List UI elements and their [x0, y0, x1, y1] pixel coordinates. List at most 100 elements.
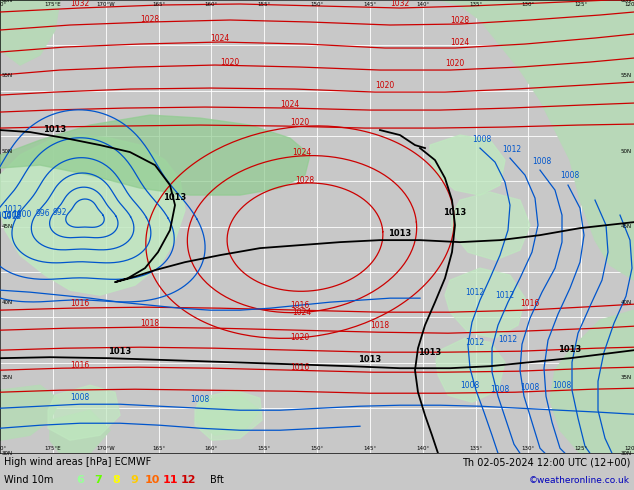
Text: 30N: 30N — [2, 451, 13, 456]
Polygon shape — [0, 385, 60, 440]
Text: 1008: 1008 — [490, 385, 510, 394]
Text: 6: 6 — [76, 475, 84, 485]
Text: 155°: 155° — [257, 2, 271, 7]
Text: 170°W: 170°W — [96, 2, 115, 7]
Text: Bft: Bft — [210, 475, 224, 485]
Text: 1013: 1013 — [108, 347, 132, 356]
Text: 1004: 1004 — [0, 211, 12, 220]
Polygon shape — [0, 115, 310, 195]
Polygon shape — [48, 385, 120, 440]
Polygon shape — [420, 0, 634, 280]
Polygon shape — [436, 338, 505, 402]
Polygon shape — [0, 135, 185, 295]
Text: 155°: 155° — [257, 446, 271, 451]
Text: 1013: 1013 — [559, 345, 581, 354]
Text: 1012: 1012 — [465, 338, 484, 347]
Text: 996: 996 — [36, 209, 51, 218]
Text: 1013: 1013 — [358, 355, 382, 364]
Text: 50N: 50N — [621, 148, 632, 153]
Text: 1016: 1016 — [70, 361, 89, 369]
Polygon shape — [195, 395, 260, 435]
Text: 1024: 1024 — [450, 38, 470, 47]
Text: Wind 10m: Wind 10m — [4, 475, 53, 485]
Text: 1008: 1008 — [2, 211, 22, 220]
Text: 145°: 145° — [363, 446, 377, 451]
Text: 1020: 1020 — [445, 58, 465, 68]
Text: 1012: 1012 — [495, 291, 515, 300]
Text: 1016: 1016 — [70, 299, 89, 308]
Text: 1020: 1020 — [290, 118, 309, 127]
Text: 1028: 1028 — [295, 176, 314, 185]
Text: 135°: 135° — [469, 2, 482, 7]
Text: 130°: 130° — [522, 446, 535, 451]
Polygon shape — [0, 0, 60, 65]
Text: 50N: 50N — [2, 148, 13, 153]
Text: 1024: 1024 — [280, 99, 300, 109]
Polygon shape — [452, 192, 530, 260]
Text: 1013: 1013 — [389, 229, 411, 238]
Text: 40N: 40N — [2, 300, 13, 305]
Text: 1000: 1000 — [13, 210, 32, 219]
Text: 1012: 1012 — [2, 212, 21, 221]
Text: 40N: 40N — [621, 300, 632, 305]
Text: 1028: 1028 — [141, 15, 160, 24]
Text: 1008: 1008 — [460, 381, 480, 390]
Text: 1018: 1018 — [141, 318, 160, 328]
Text: 1012: 1012 — [465, 288, 484, 297]
Polygon shape — [195, 390, 262, 440]
Text: 1008: 1008 — [552, 381, 572, 390]
Text: 1024: 1024 — [210, 33, 230, 43]
Text: 150°: 150° — [311, 2, 323, 7]
Text: 55N: 55N — [2, 73, 13, 78]
Polygon shape — [430, 135, 505, 195]
Text: 140°: 140° — [416, 446, 429, 451]
Text: 45N: 45N — [2, 224, 13, 229]
Text: 12: 12 — [180, 475, 196, 485]
Text: 160°: 160° — [205, 446, 218, 451]
Text: 1008: 1008 — [70, 393, 89, 402]
Text: 120°W: 120°W — [624, 2, 634, 7]
Text: 1028: 1028 — [450, 16, 470, 24]
Text: 1008: 1008 — [472, 135, 491, 144]
Text: 120°W: 120°W — [624, 446, 634, 451]
Text: 125°: 125° — [574, 2, 588, 7]
Polygon shape — [445, 268, 525, 338]
Text: 1024: 1024 — [292, 308, 312, 317]
Text: 165°: 165° — [152, 446, 165, 451]
Text: ©weatheronline.co.uk: ©weatheronline.co.uk — [529, 476, 630, 485]
Text: 1013: 1013 — [43, 125, 67, 134]
Text: 1012: 1012 — [502, 145, 522, 154]
Text: 1013: 1013 — [418, 348, 442, 357]
Text: 135°: 135° — [469, 446, 482, 451]
Text: 1024: 1024 — [292, 148, 312, 157]
Text: 1032: 1032 — [70, 0, 89, 7]
Text: 1013: 1013 — [164, 193, 186, 202]
Text: 1008: 1008 — [521, 383, 540, 392]
Text: 1032: 1032 — [391, 0, 410, 7]
Text: 8: 8 — [112, 475, 120, 485]
Text: 1012: 1012 — [3, 205, 22, 214]
Text: 150°: 150° — [311, 446, 323, 451]
Text: 60N: 60N — [2, 0, 13, 2]
Text: 165°: 165° — [152, 2, 165, 7]
Text: 992: 992 — [53, 208, 67, 217]
Text: 1008: 1008 — [533, 157, 552, 166]
Polygon shape — [550, 310, 634, 453]
Text: 140°: 140° — [416, 2, 429, 7]
Text: 175°E: 175°E — [44, 2, 61, 7]
Text: 170°W: 170°W — [96, 446, 115, 451]
Text: High wind areas [hPa] ECMWF: High wind areas [hPa] ECMWF — [4, 457, 152, 467]
Text: 1016: 1016 — [290, 363, 309, 372]
Text: 180°: 180° — [0, 2, 6, 7]
Text: 1013: 1013 — [443, 208, 467, 217]
Text: 30N: 30N — [621, 451, 632, 456]
Text: 35N: 35N — [2, 375, 13, 380]
Text: 35N: 35N — [621, 375, 632, 380]
Text: 1016: 1016 — [521, 299, 540, 308]
Text: 55N: 55N — [621, 73, 632, 78]
Text: 45N: 45N — [621, 224, 632, 229]
Text: 10: 10 — [145, 475, 160, 485]
Polygon shape — [50, 410, 110, 453]
Text: 175°E: 175°E — [44, 446, 61, 451]
Text: 125°: 125° — [574, 446, 588, 451]
